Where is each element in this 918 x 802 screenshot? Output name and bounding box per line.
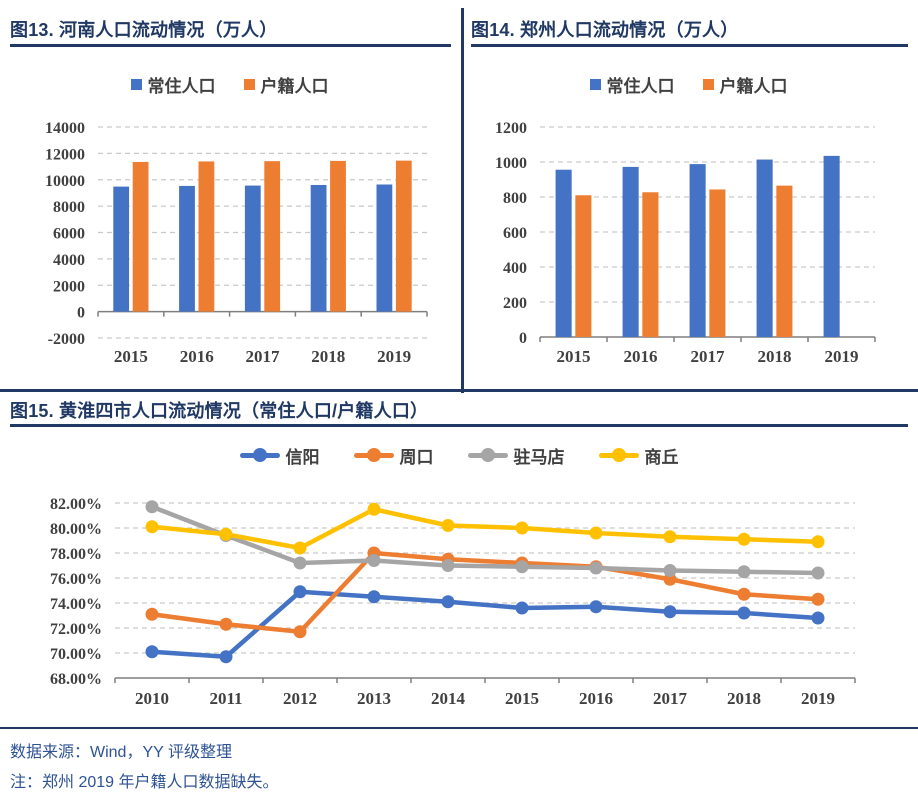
svg-text:14000: 14000 — [45, 120, 85, 137]
svg-text:2000: 2000 — [53, 278, 85, 295]
svg-text:72.00%: 72.00% — [50, 621, 102, 638]
footnote: 注：郑州 2019 年户籍人口数据缺失。 — [10, 774, 279, 791]
svg-text:2019: 2019 — [801, 689, 835, 708]
legend-item: 信阳 — [239, 443, 320, 468]
data-source-note: 数据来源：Wind，YY 评级整理 — [10, 744, 232, 761]
figure15-title-underline — [10, 424, 908, 427]
svg-text:80.00%: 80.00% — [50, 521, 102, 538]
svg-text:76.00%: 76.00% — [50, 571, 102, 588]
svg-text:2015: 2015 — [114, 347, 148, 366]
legend-item: 户籍人口 — [702, 72, 788, 97]
legend-item: 常住人口 — [130, 72, 216, 97]
legend-label: 常住人口 — [147, 76, 216, 96]
svg-text:2019: 2019 — [377, 347, 411, 366]
svg-text:2016: 2016 — [624, 347, 658, 366]
svg-text:1000: 1000 — [495, 155, 527, 172]
figure13-title-underline — [10, 44, 451, 47]
legend-line-zhoukou — [353, 452, 394, 458]
legend-swatch-registered — [243, 78, 255, 90]
legend-item: 户籍人口 — [243, 72, 329, 97]
legend-label: 户籍人口 — [719, 76, 788, 96]
legend-line-xinyang — [239, 452, 280, 458]
figure14-title-underline — [471, 44, 908, 47]
figure13-legend: 常住人口 户籍人口 — [0, 72, 459, 96]
svg-text:2018: 2018 — [727, 689, 761, 708]
section-divider — [0, 389, 918, 392]
legend-label: 周口 — [399, 447, 434, 467]
svg-text:2013: 2013 — [357, 689, 391, 708]
svg-text:12000: 12000 — [45, 146, 85, 163]
legend-line-shangqiu — [598, 452, 639, 458]
legend-swatch-resident — [130, 78, 142, 90]
figure14-bar-chart: 0 200 400 600 800 1000 1200 2015 2016 2017 2018 201… — [495, 120, 876, 366]
legend-swatch-registered — [702, 78, 714, 90]
figure15-title: 图15. 黄淮四市人口流动情况（常住人口/户籍人口） — [10, 401, 429, 421]
svg-text:2016: 2016 — [180, 347, 214, 366]
legend-label: 商丘 — [644, 447, 679, 467]
legend-label: 驻马店 — [513, 447, 565, 467]
legend-label: 信阳 — [285, 447, 320, 467]
svg-text:2015: 2015 — [557, 347, 591, 366]
svg-text:74.00%: 74.00% — [50, 596, 102, 613]
svg-text:2014: 2014 — [431, 689, 466, 708]
svg-text:1200: 1200 — [495, 120, 527, 137]
svg-text:600: 600 — [503, 225, 527, 242]
svg-text:2018: 2018 — [758, 347, 792, 366]
legend-label: 常住人口 — [606, 76, 675, 96]
legend-item: 周口 — [353, 443, 434, 468]
column-divider — [461, 8, 464, 393]
svg-text:0: 0 — [77, 305, 85, 322]
svg-text:2012: 2012 — [283, 689, 317, 708]
legend-line-zhumadian — [467, 452, 508, 458]
legend-label: 户籍人口 — [260, 76, 329, 96]
svg-text:2017: 2017 — [246, 347, 281, 366]
svg-text:400: 400 — [503, 260, 527, 277]
svg-text:82.00%: 82.00% — [50, 496, 102, 513]
svg-text:10000: 10000 — [45, 173, 85, 190]
footer-divider — [0, 727, 918, 729]
svg-text:2018: 2018 — [311, 347, 345, 366]
legend-swatch-resident — [589, 78, 601, 90]
legend-item: 驻马店 — [467, 443, 565, 468]
svg-text:68.00%: 68.00% — [50, 671, 102, 688]
svg-text:0: 0 — [519, 330, 527, 347]
svg-text:-2000: -2000 — [48, 331, 85, 348]
svg-text:2010: 2010 — [135, 689, 169, 708]
svg-text:800: 800 — [503, 190, 527, 207]
svg-text:2016: 2016 — [579, 689, 613, 708]
svg-text:70.00%: 70.00% — [50, 646, 102, 663]
svg-text:2019: 2019 — [825, 347, 859, 366]
legend-item: 商丘 — [598, 443, 679, 468]
svg-text:4000: 4000 — [53, 252, 85, 269]
svg-text:2015: 2015 — [505, 689, 539, 708]
figure14-title: 图14. 郑州人口流动情况（万人） — [471, 20, 739, 40]
svg-text:6000: 6000 — [53, 226, 85, 243]
svg-text:2011: 2011 — [209, 689, 242, 708]
figure15-line-chart: 68.00% 70.00% 72.00% 74.00% 76.00% 78.00% 80.0… — [50, 496, 856, 708]
svg-text:8000: 8000 — [53, 199, 85, 216]
legend-item: 常住人口 — [589, 72, 675, 97]
figure15-legend: 信阳 周口 驻马店 商丘 — [0, 442, 918, 468]
figure14-legend: 常住人口 户籍人口 — [459, 72, 918, 96]
svg-text:200: 200 — [503, 295, 527, 312]
svg-text:2017: 2017 — [653, 689, 688, 708]
figure13-bar-chart: -2000 0 2000 4000 6000 8000 10000 12000 14000 201… — [45, 120, 428, 366]
svg-text:78.00%: 78.00% — [50, 546, 102, 563]
svg-text:2017: 2017 — [691, 347, 726, 366]
figure13-title: 图13. 河南人口流动情况（万人） — [10, 20, 278, 40]
